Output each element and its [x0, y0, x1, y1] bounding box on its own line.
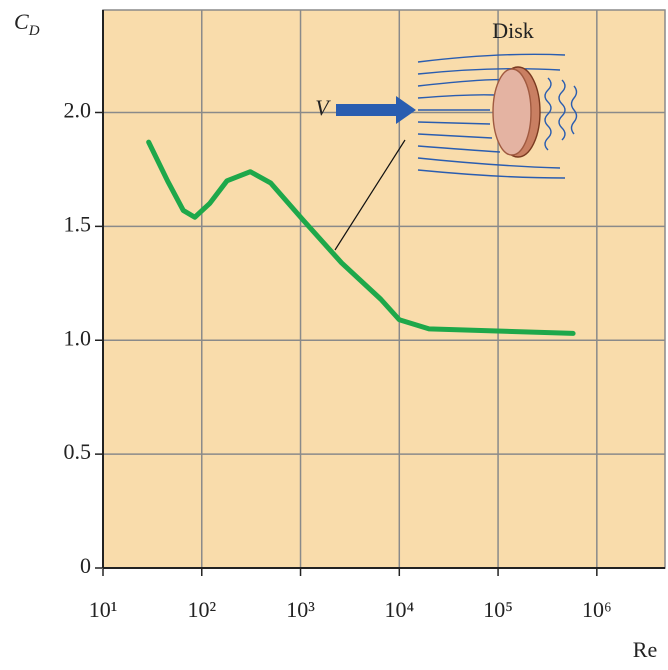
x-tick-label: 10² [187, 597, 216, 622]
x-tick-label: 10⁶ [582, 597, 612, 622]
x-tick-label: 10⁴ [384, 597, 414, 622]
y-tick-label: 0.5 [64, 439, 92, 464]
y-tick-label: 0 [80, 553, 91, 578]
chart: Disk V CD Re 10¹10²10³10⁴10⁵10⁶00.51.01.… [0, 0, 668, 670]
y-tick-label: 1.5 [64, 211, 92, 236]
x-tick-label: 10⁵ [483, 597, 513, 622]
disk-face [493, 69, 531, 155]
y-axis-label: CD [14, 9, 40, 39]
x-tick-label: 10³ [286, 597, 315, 622]
plot-background [103, 10, 665, 568]
y-axis-label-main: C [14, 9, 29, 34]
x-tick-label: 10¹ [89, 597, 118, 622]
y-tick-label: 2.0 [64, 98, 92, 123]
y-axis-label-sub: D [28, 23, 40, 39]
velocity-arrow-shaft [336, 104, 398, 116]
y-tick-label: 1.0 [64, 325, 92, 350]
inset-title: Disk [492, 18, 534, 43]
x-axis-label: Re [633, 637, 657, 662]
